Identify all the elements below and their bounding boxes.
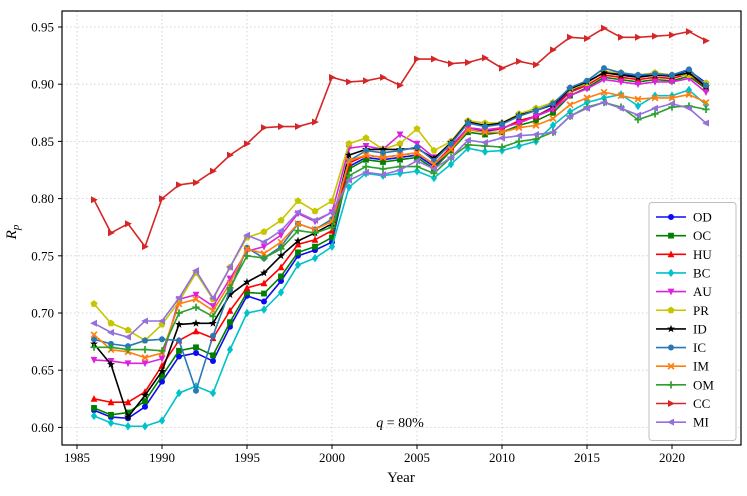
- x-tick-label: 2015: [574, 450, 600, 465]
- legend-label-ID: ID: [693, 321, 707, 336]
- legend-label-CC: CC: [693, 396, 710, 411]
- legend-label-PR: PR: [693, 303, 709, 318]
- legend-box: [648, 202, 737, 441]
- legend-label-OM: OM: [693, 377, 714, 392]
- legend-item-PR: PR: [656, 303, 709, 318]
- x-tick-label: 1990: [149, 450, 175, 465]
- series-ID: [90, 68, 710, 421]
- annotation-q: q = 80%: [376, 416, 424, 431]
- y-tick-label: 0.75: [31, 248, 54, 263]
- legend-item-AU: AU: [656, 284, 712, 299]
- x-tick-label: 1995: [234, 450, 260, 465]
- legend-item-BC: BC: [656, 265, 710, 280]
- series-BC: [90, 85, 710, 431]
- series-line-ID: [93, 71, 707, 419]
- y-tick-label: 0.70: [31, 306, 54, 321]
- series-IC: [91, 65, 709, 394]
- legend-label-HU: HU: [693, 247, 712, 262]
- series-line-IC: [93, 67, 707, 394]
- plot-border: [61, 10, 742, 446]
- y-tick-label: 0.65: [31, 363, 54, 378]
- x-axis-title: Year: [387, 470, 415, 486]
- y-tick-label: 0.90: [31, 77, 54, 92]
- series-markers-IC: [91, 65, 709, 394]
- axis-ticks: 1985 1990 1995 2000 2005 2010 2015 2020 0.60 0.65…: [31, 20, 685, 466]
- series-OC: [91, 73, 709, 418]
- series-line-OD: [93, 69, 707, 420]
- legend-label-IM: IM: [693, 359, 709, 374]
- legend-label-MI: MI: [693, 415, 709, 430]
- series-line-AU: [93, 77, 707, 365]
- legend-label-BC: BC: [693, 265, 710, 280]
- y-tick-label: 0.85: [31, 134, 54, 149]
- series-markers-ID: [90, 68, 710, 421]
- legend-label-AU: AU: [693, 284, 712, 299]
- legend-item-OC: OC: [656, 228, 711, 243]
- y-axis-title: Rp: [4, 224, 22, 240]
- plot-area: 1985 1990 1995 2000 2005 2010 2015 2020 0.60 0.65…: [31, 10, 742, 466]
- series-line-HU: [93, 73, 707, 404]
- y-tick-label: 0.60: [31, 420, 54, 435]
- legend-item-OM: OM: [656, 377, 714, 392]
- x-tick-label: 2010: [489, 450, 515, 465]
- legend-item-OD: OD: [656, 210, 712, 225]
- x-tick-label: 2005: [404, 450, 430, 465]
- legend: OD OC HU BC AU PR ID IC IM OM CC MI: [648, 202, 737, 441]
- series-markers-MI: [90, 99, 709, 341]
- legend-item-ID: ID: [656, 321, 707, 336]
- series-markers-IM: [90, 88, 710, 362]
- series-line-OC: [93, 75, 707, 416]
- x-tick-label: 2000: [319, 450, 345, 465]
- legend-item-MI: MI: [656, 415, 709, 430]
- series-markers-OC: [91, 73, 709, 418]
- series-OD: [91, 67, 709, 422]
- series-MI: [90, 99, 709, 341]
- series-markers-CC: [91, 24, 710, 251]
- series-markers-BC: [90, 85, 710, 431]
- legend-item-CC: CC: [656, 396, 710, 411]
- series-IM: [90, 88, 710, 362]
- legend-item-IM: IM: [656, 359, 709, 374]
- y-tick-label: 0.80: [31, 191, 54, 206]
- x-tick-label: 2020: [659, 450, 685, 465]
- series-line-PR: [93, 70, 707, 342]
- series-line-OM: [94, 101, 707, 352]
- legend-label-OD: OD: [693, 210, 712, 225]
- legend-item-HU: HU: [656, 247, 712, 262]
- series-CC: [91, 24, 710, 251]
- legend-label-OC: OC: [693, 228, 711, 243]
- series-markers-OM: [90, 98, 710, 355]
- legend-label-IC: IC: [693, 340, 706, 355]
- x-tick-label: 1985: [64, 450, 90, 465]
- series-markers-OD: [91, 67, 709, 422]
- legend-item-IC: IC: [656, 340, 706, 355]
- y-tick-label: 0.95: [31, 20, 54, 35]
